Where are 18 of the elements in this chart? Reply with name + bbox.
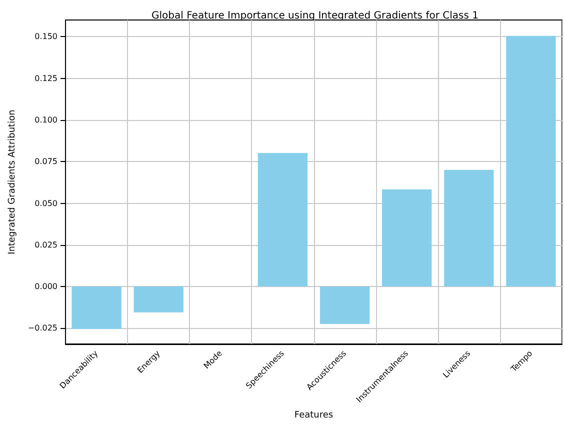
y-tick-label: 0.025 — [34, 240, 58, 250]
bar — [72, 286, 122, 330]
y-tick-label: 0.125 — [34, 74, 58, 83]
chart-title: Global Feature Importance using Integrated Gradients for Class 1 — [152, 10, 478, 22]
bar — [444, 170, 494, 287]
y-tick-label: 0.075 — [34, 157, 58, 166]
y-tick-label: −0.025 — [28, 324, 58, 333]
x-axis-title: Features — [294, 410, 334, 420]
bar — [506, 36, 556, 287]
y-tick-label: 0.000 — [34, 282, 58, 292]
bar — [134, 286, 184, 312]
bar — [258, 152, 308, 287]
bar — [382, 189, 432, 287]
y-tick-label: 0.150 — [34, 32, 58, 42]
bar — [320, 286, 370, 324]
y-axis-title: Integrated Gradients Attribution — [8, 110, 18, 254]
y-tick-label: 0.100 — [34, 115, 58, 124]
y-tick-label: 0.050 — [34, 198, 58, 208]
